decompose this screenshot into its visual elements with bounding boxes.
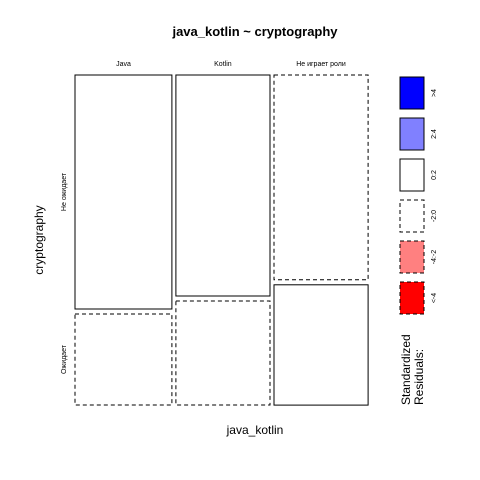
mosaic-cells xyxy=(74,74,369,406)
y-category-label: Ожидает xyxy=(61,344,68,374)
legend-title-line-2: Residuals: xyxy=(412,349,426,405)
legend-label: <-4 xyxy=(431,293,438,303)
mosaic-cell xyxy=(175,300,271,406)
mosaic-cell xyxy=(273,284,369,406)
y-axis-label: cryptography xyxy=(32,205,46,274)
legend-swatch xyxy=(399,158,425,192)
legend-swatch xyxy=(399,281,425,315)
legend-label: -4:-2 xyxy=(431,250,438,265)
legend-swatch xyxy=(399,199,425,233)
legend-swatch xyxy=(399,117,425,151)
legend-swatch xyxy=(399,76,425,110)
mosaic-cell xyxy=(74,74,173,310)
legend-title-line-1: Standardized xyxy=(399,334,413,405)
x-category-label: Java xyxy=(116,61,131,68)
x-category-label: Kotlin xyxy=(214,61,232,68)
legend-label: >4 xyxy=(431,89,438,97)
x-category-label: Не играет роли xyxy=(296,61,346,68)
mosaic-cell xyxy=(273,74,369,281)
chart-title: java_kotlin ~ cryptography xyxy=(171,24,338,39)
category-labels: Java Не ожидает Ожидает Kotlin Не играет рол… xyxy=(61,61,346,374)
y-category-label: Не ожидает xyxy=(61,172,68,211)
legend: >4 2:4 0:2 -2:0 -4:-2 <-4 xyxy=(399,76,438,315)
mosaic-cell xyxy=(74,313,173,406)
mosaic-cell xyxy=(175,74,271,297)
legend-label: -2:0 xyxy=(431,210,438,222)
legend-label: 2:4 xyxy=(431,129,438,139)
legend-label: 0:2 xyxy=(431,170,438,180)
x-axis-label: java_kotlin xyxy=(226,423,284,437)
legend-swatch xyxy=(399,240,425,274)
